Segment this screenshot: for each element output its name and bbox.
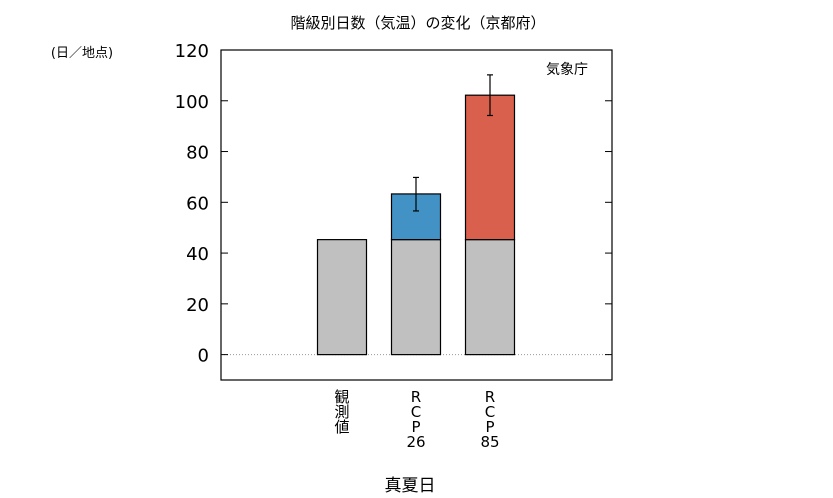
y-axis-unit-label: (日／地点)	[51, 46, 113, 61]
y-tick-label: 120	[175, 41, 209, 62]
x-category-label: R	[411, 388, 421, 406]
x-category-label: 85	[480, 433, 499, 451]
y-tick-label: 20	[186, 295, 209, 316]
bar-segment-2-2	[464, 94, 516, 241]
y-tick-label: 0	[198, 346, 209, 367]
x-category-label: P	[485, 418, 494, 436]
x-category-label: 測	[334, 403, 349, 421]
source-annotation: 気象庁	[546, 62, 588, 78]
x-category-label: C	[411, 403, 421, 421]
bar-segment-0-0	[316, 239, 368, 356]
x-category-label: 値	[334, 418, 349, 436]
plot-frame	[220, 49, 613, 381]
bar-segment-1-0	[390, 239, 442, 356]
y-tick-label: 40	[186, 244, 209, 265]
chart-title: 階級別日数（気温）の変化（京都府）	[290, 14, 545, 32]
y-tick-label: 100	[175, 92, 209, 113]
x-axis-label: 真夏日	[385, 476, 436, 496]
y-tick-label: 80	[186, 143, 209, 164]
x-category-label: R	[485, 388, 495, 406]
x-category-label: C	[485, 403, 495, 421]
x-category-label: P	[411, 418, 420, 436]
x-category-label: 観	[334, 388, 349, 406]
x-category-label: 26	[406, 433, 425, 451]
bar-segment-2-0	[464, 239, 516, 356]
y-tick-label: 60	[186, 193, 209, 214]
